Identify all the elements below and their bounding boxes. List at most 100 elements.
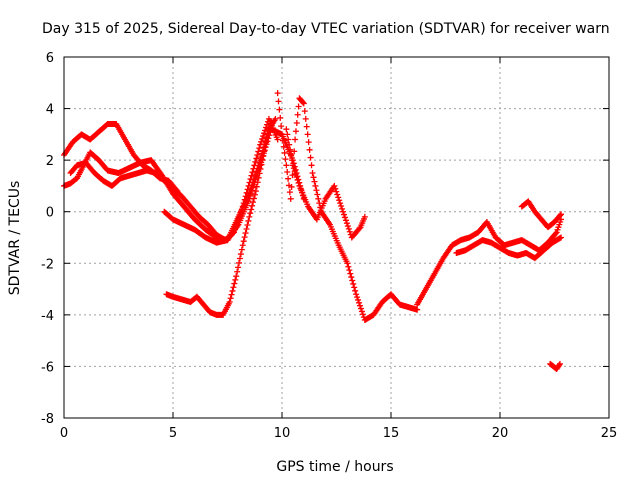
grid-lines [64,57,609,418]
data-point [302,115,309,122]
data-point [295,179,302,186]
data-point [558,234,565,241]
data-point [256,145,263,152]
data-point [249,202,256,209]
data-point [356,299,363,306]
x-tick-label: 10 [274,426,291,441]
data-point [287,146,294,153]
data-point [337,200,344,207]
data-point [264,135,271,142]
data-point [359,311,366,318]
y-tick-label: -8 [41,412,54,427]
series-trace-g [283,126,368,241]
data-point [260,152,267,159]
y-tick-label: -2 [41,257,54,272]
data-point [336,197,343,204]
data-point [287,195,294,202]
data-point [331,182,338,189]
data-point [261,148,268,155]
data-point [301,108,308,115]
data-point [293,174,300,181]
data-point [251,191,258,198]
data-point [309,170,316,177]
data-point [285,175,292,182]
chart-title: Day 315 of 2025, Sidereal Day-to-day VTE… [42,21,610,37]
data-point [291,168,298,175]
data-point [277,114,284,121]
data-point [356,225,363,232]
data-point [237,251,244,258]
data-point [250,195,257,202]
data-point [556,362,563,369]
data-point [344,223,351,230]
data-point [352,287,359,294]
y-tick-label: -6 [41,360,54,375]
series-trace-j [518,198,565,231]
data-point [342,217,349,224]
data-point [313,187,320,194]
y-tick-label: 6 [46,51,54,66]
series-trace-i [453,234,565,262]
data-point [344,260,351,267]
data-point [260,133,267,140]
data-point [334,191,341,198]
data-point [286,141,293,148]
data-point [293,120,300,127]
data-point [343,220,350,227]
data-point [279,131,285,138]
data-point [351,284,358,291]
data-point [228,291,235,298]
data-point [236,259,243,266]
data-point [358,308,365,315]
data-point [304,131,311,138]
data-point [274,90,281,97]
data-point [280,143,287,150]
data-point [234,268,241,275]
data-point [226,298,233,305]
data-point [340,208,347,215]
data-point [294,111,301,118]
data-point [259,157,266,164]
data-point [348,274,355,281]
data-point [245,217,252,224]
data-point [284,169,291,176]
data-point [346,228,353,235]
data-point [274,136,281,143]
data-point [247,210,254,217]
data-point [236,255,243,262]
data-point [283,126,290,133]
data-point [285,136,292,143]
data-point [292,136,299,143]
series-trace-f [274,90,421,324]
data-point [345,225,352,232]
data-point [242,230,249,237]
data-point [232,276,239,283]
series-trace-h [414,216,565,308]
data-point [295,103,302,110]
x-tick-label: 20 [492,426,509,441]
data-point [256,165,263,172]
data-point [278,123,285,130]
data-point [299,99,306,106]
data-point [292,128,299,135]
data-point [315,195,322,202]
data-point [345,263,352,270]
data-point [264,130,271,137]
data-point [258,161,265,168]
data-point [306,146,313,153]
x-tick-label: 5 [169,426,177,441]
data-point [558,211,565,218]
data-point [314,191,321,198]
data-point [292,171,299,178]
data-point [254,179,261,186]
data-point [361,213,368,220]
data-point [230,284,237,291]
data-point [233,273,240,280]
y-tick-label: 4 [46,103,54,118]
data-point [238,246,245,253]
data-point [276,106,283,113]
data-point [310,174,317,181]
data-point [257,141,264,148]
data-point [229,287,236,294]
data-point [248,190,255,197]
